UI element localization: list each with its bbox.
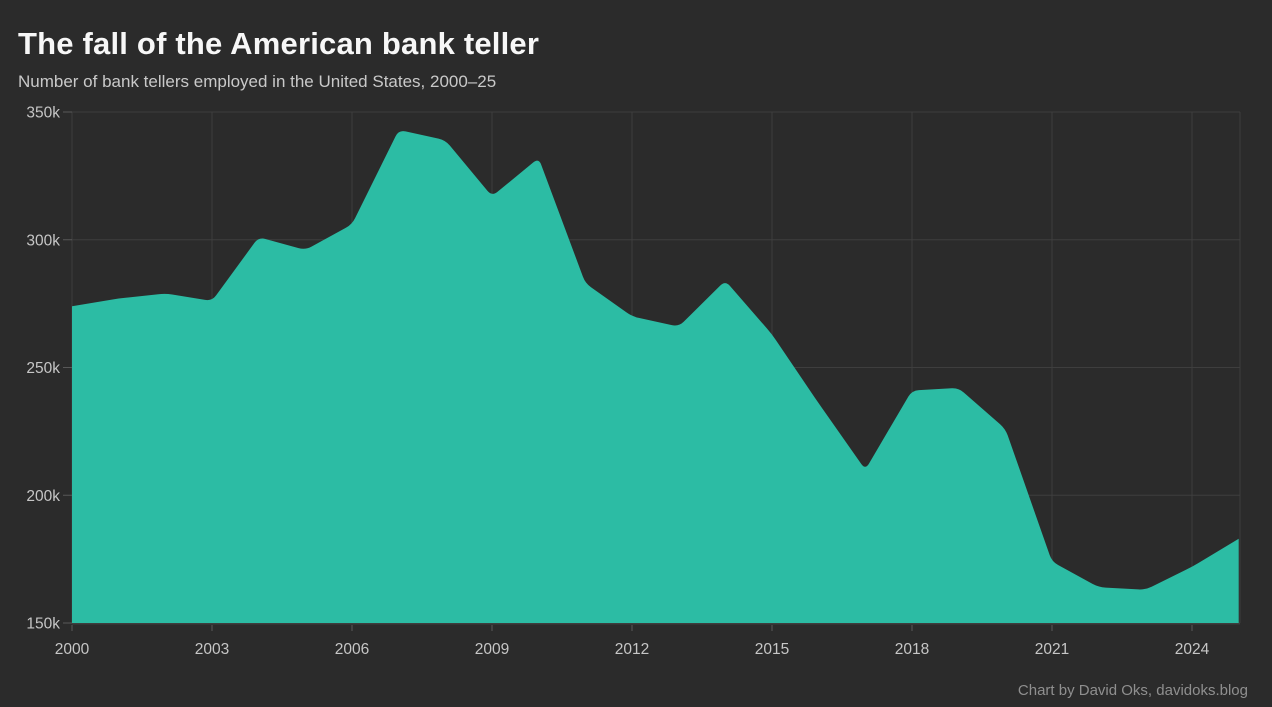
x-tick-label: 2000 xyxy=(55,641,90,658)
chart-subtitle: Number of bank tellers employed in the U… xyxy=(18,72,497,91)
y-tick-label: 150k xyxy=(26,616,60,633)
y-tick-label: 300k xyxy=(26,232,60,249)
x-tick-label: 2006 xyxy=(335,641,369,658)
x-tick-label: 2024 xyxy=(1175,641,1210,658)
x-tick-label: 2018 xyxy=(895,641,929,658)
chart-credit: Chart by David Oks, davidoks.blog xyxy=(1017,682,1248,699)
x-tick-label: 2009 xyxy=(475,641,509,658)
area-series xyxy=(72,131,1239,624)
x-tick-label: 2003 xyxy=(195,641,229,658)
y-tick-label: 250k xyxy=(26,360,60,377)
chart-title: The fall of the American bank teller xyxy=(18,26,540,61)
x-tick-label: 2021 xyxy=(1035,641,1069,658)
x-tick-label: 2012 xyxy=(615,641,649,658)
x-tick-label: 2015 xyxy=(755,641,789,658)
y-tick-label: 350k xyxy=(26,105,60,122)
y-tick-label: 200k xyxy=(26,488,60,505)
